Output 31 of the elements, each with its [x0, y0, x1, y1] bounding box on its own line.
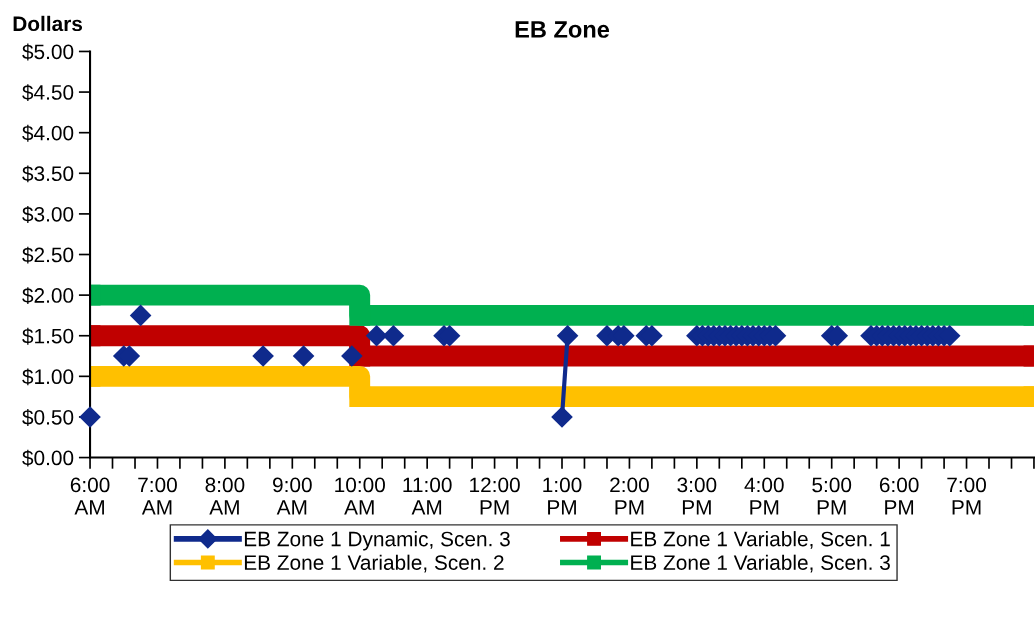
x-tick-label: 5:00 PM [812, 477, 852, 515]
y-tick-label: $3.50 [22, 165, 74, 183]
legend-label: EB Zone 1 Variable, Scen. 2 [244, 554, 504, 573]
y-axis-title: Dollars [13, 15, 83, 32]
x-tick-label: 7:00 AM [138, 477, 177, 515]
x-tick-label: 8:00 AM [205, 477, 245, 515]
y-tick-label: $4.00 [22, 124, 74, 142]
x-tick-label: 4:00 PM [744, 477, 784, 515]
chart-title: EB Zone [515, 21, 610, 38]
y-tick-label: $1.50 [22, 327, 74, 345]
y-tick-label: $0.00 [22, 449, 74, 467]
y-tick-label: $1.00 [22, 368, 74, 386]
x-tick-label: 6:00 AM [70, 477, 110, 515]
legend-label: EB Zone 1 Variable, Scen. 3 [631, 554, 890, 573]
y-tick-label: $3.00 [22, 206, 74, 223]
x-tick-label: 10:00 AM [335, 477, 385, 515]
y-tick-label: $2.50 [22, 246, 74, 264]
x-tick-label: 7:00 PM [947, 477, 986, 515]
x-tick-label: 12:00 PM [470, 477, 520, 515]
x-tick-label: 3:00 PM [677, 477, 717, 515]
y-tick-label: $5.00 [22, 43, 74, 61]
x-tick-label: 9:00 AM [273, 477, 312, 515]
legend-label: EB Zone 1 Dynamic, Scen. 3 [244, 531, 510, 551]
x-tick-label: 11:00 AM [403, 477, 452, 515]
legend-label: EB Zone 1 Variable, Scen. 1 [631, 531, 890, 549]
x-tick-label: 1:00 PM [543, 477, 582, 515]
x-tick-label: 2:00 PM [610, 477, 649, 515]
x-tick-label: 6:00 PM [879, 477, 919, 515]
y-tick-label: $4.50 [22, 84, 74, 102]
y-tick-label: $0.50 [22, 409, 74, 426]
y-tick-label: $2.00 [22, 287, 74, 305]
